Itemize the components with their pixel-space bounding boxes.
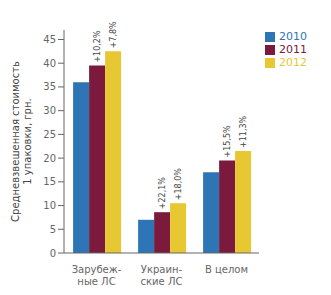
svg-text:В целом: В целом [205,264,248,275]
svg-text:+11,3%: +11,3% [239,115,248,148]
svg-text:15: 15 [43,176,56,187]
svg-text:+10,2%: +10,2% [93,30,102,63]
svg-text:+22,1%: +22,1% [158,177,167,210]
html-text:2011: 2011 [279,43,307,56]
svg-text:+15,5%: +15,5% [223,125,232,158]
svg-text:40: 40 [43,58,56,69]
svg-text:25: 25 [43,129,56,140]
svg-text:35: 35 [43,81,56,92]
svg-text:45: 45 [43,34,56,45]
svg-text:10: 10 [43,200,56,211]
html-text:2012: 2012 [279,56,307,69]
svg-text:20: 20 [43,153,56,164]
svg-text:30: 30 [43,105,56,116]
svg-text:Украин-ские ЛС: Украин-ские ЛС [141,264,183,287]
svg-text:+7,8%: +7,8% [109,21,118,48]
svg-text:5: 5 [50,224,56,235]
svg-text:0: 0 [50,248,56,259]
svg-text:Средневзвешенная стоимость1 уп: Средневзвешенная стоимость1 упаковки, гр… [10,61,33,222]
svg-text:Зарубеж-ные ЛС: Зарубеж-ные ЛС [72,264,122,287]
html-text:2010: 2010 [279,30,307,43]
svg-text:+18,0%: +18,0% [174,168,183,201]
